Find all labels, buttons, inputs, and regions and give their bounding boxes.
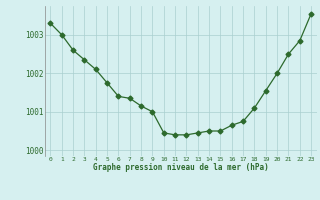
X-axis label: Graphe pression niveau de la mer (hPa): Graphe pression niveau de la mer (hPa) [93, 163, 269, 172]
